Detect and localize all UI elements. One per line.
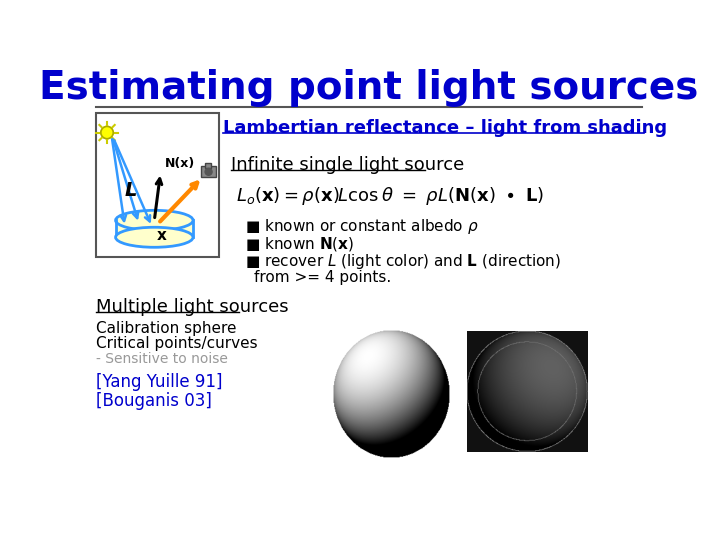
Circle shape [205,168,212,176]
Text: $\blacksquare$ known $\mathbf{N}(\mathbf{x})$: $\blacksquare$ known $\mathbf{N}(\mathbf… [245,235,354,253]
Text: [Bouganis 03]: [Bouganis 03] [96,392,212,409]
Ellipse shape [116,227,193,247]
Text: $\blacksquare$ known or constant albedo $\rho$: $\blacksquare$ known or constant albedo … [245,217,479,236]
Text: x: x [157,228,167,243]
FancyBboxPatch shape [205,163,211,167]
Text: Critical points/curves: Critical points/curves [96,336,258,351]
Text: $L_o(\mathbf{x}) = \rho(\mathbf{x})L\cos\theta\ =\ \rho L(\mathbf{N}(\mathbf{x}): $L_o(\mathbf{x}) = \rho(\mathbf{x})L\cos… [235,185,544,207]
FancyBboxPatch shape [201,166,216,177]
Text: L: L [125,181,138,200]
FancyBboxPatch shape [96,112,219,257]
Text: Lambertian reflectance – light from shading: Lambertian reflectance – light from shad… [223,119,667,137]
Text: from >= 4 points.: from >= 4 points. [254,270,392,285]
Text: Calibration sphere: Calibration sphere [96,321,237,336]
Circle shape [101,126,113,139]
Text: [Yang Yuille 91]: [Yang Yuille 91] [96,373,222,391]
Text: $\blacksquare$ recover $\mathit{L}$ (light color) and $\mathbf{L}$ (direction): $\blacksquare$ recover $\mathit{L}$ (lig… [245,252,561,272]
Text: Estimating point light sources: Estimating point light sources [40,69,698,107]
Text: Infinite single light source: Infinite single light source [231,156,464,174]
Ellipse shape [116,211,193,231]
Text: N(x): N(x) [164,157,194,170]
Text: - Sensitive to noise: - Sensitive to noise [96,352,228,366]
Text: Multiple light sources: Multiple light sources [96,298,289,316]
Polygon shape [116,220,193,237]
